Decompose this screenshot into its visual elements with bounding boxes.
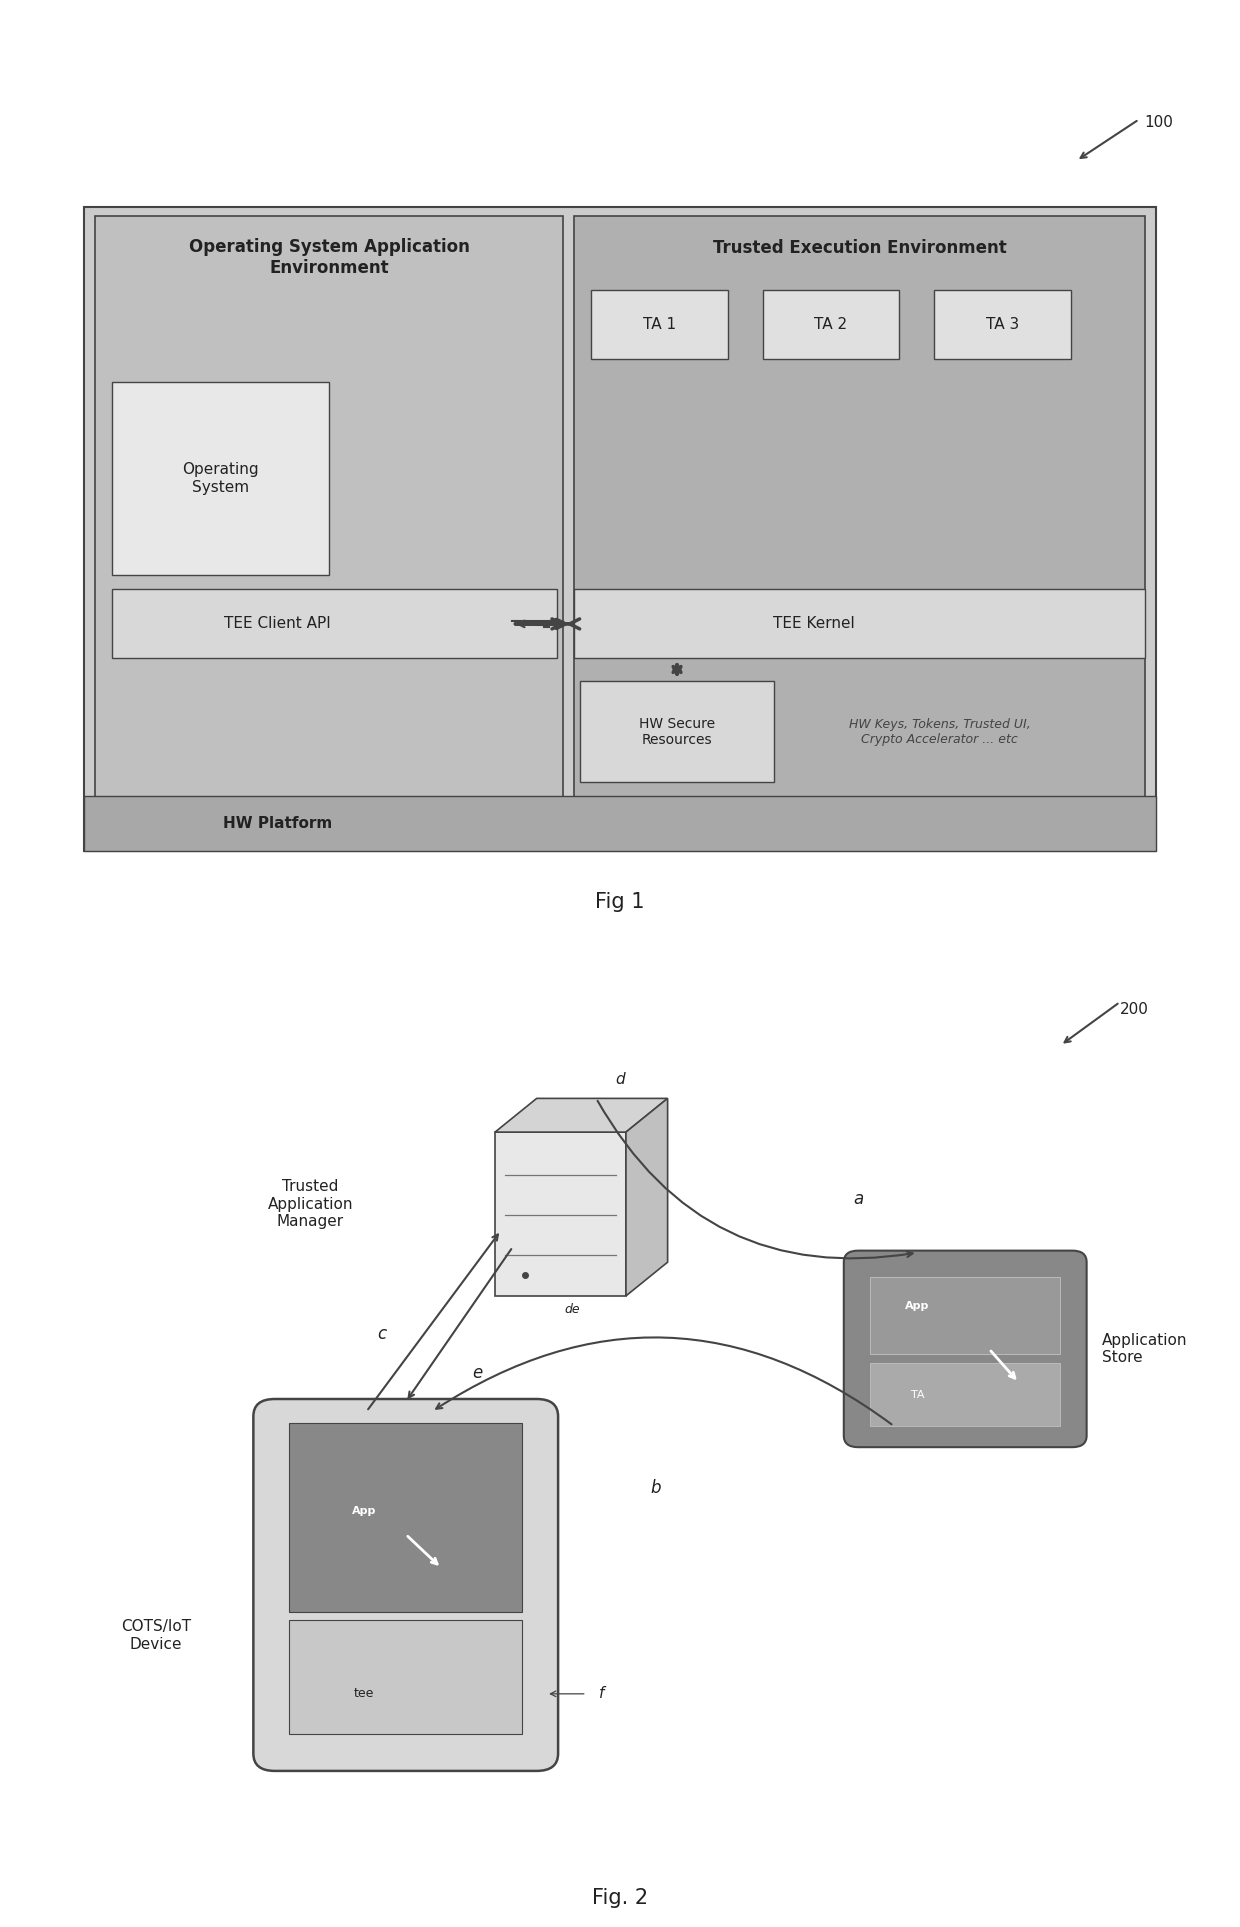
Text: Fig 1: Fig 1 bbox=[595, 892, 645, 911]
FancyBboxPatch shape bbox=[84, 796, 1156, 852]
Text: Trusted
Application
Manager: Trusted Application Manager bbox=[268, 1179, 353, 1229]
Text: TA 2: TA 2 bbox=[815, 316, 848, 331]
Text: c: c bbox=[377, 1326, 387, 1343]
FancyBboxPatch shape bbox=[763, 289, 899, 358]
FancyBboxPatch shape bbox=[113, 590, 557, 657]
Text: HW Keys, Tokens, Trusted UI,
Crypto Accelerator ... etc: HW Keys, Tokens, Trusted UI, Crypto Acce… bbox=[848, 717, 1030, 746]
Text: 200: 200 bbox=[1120, 1002, 1148, 1017]
Text: TA: TA bbox=[911, 1389, 924, 1401]
Text: Operating
System: Operating System bbox=[182, 462, 259, 495]
FancyBboxPatch shape bbox=[289, 1619, 522, 1734]
Text: d: d bbox=[615, 1071, 625, 1087]
FancyBboxPatch shape bbox=[580, 680, 774, 782]
Text: f: f bbox=[599, 1686, 605, 1702]
FancyBboxPatch shape bbox=[113, 382, 329, 574]
Text: e: e bbox=[472, 1364, 482, 1382]
Text: a: a bbox=[853, 1191, 863, 1208]
Text: HW Secure
Resources: HW Secure Resources bbox=[639, 717, 715, 748]
Text: TA 3: TA 3 bbox=[986, 316, 1019, 331]
FancyBboxPatch shape bbox=[84, 206, 1156, 852]
Polygon shape bbox=[626, 1098, 667, 1295]
Text: App: App bbox=[905, 1301, 930, 1310]
Polygon shape bbox=[495, 1098, 667, 1133]
FancyBboxPatch shape bbox=[253, 1399, 558, 1771]
FancyBboxPatch shape bbox=[95, 216, 563, 842]
Text: TA 1: TA 1 bbox=[644, 316, 677, 331]
Text: COTS/IoT
Device: COTS/IoT Device bbox=[120, 1619, 191, 1651]
Text: App: App bbox=[352, 1505, 376, 1517]
FancyBboxPatch shape bbox=[289, 1422, 522, 1611]
Text: tee: tee bbox=[353, 1688, 374, 1700]
Text: Application
Store: Application Store bbox=[1102, 1333, 1188, 1364]
FancyBboxPatch shape bbox=[574, 216, 1145, 842]
FancyBboxPatch shape bbox=[591, 289, 728, 358]
FancyBboxPatch shape bbox=[870, 1364, 1060, 1426]
Text: de: de bbox=[564, 1303, 580, 1316]
Text: TEE Kernel: TEE Kernel bbox=[773, 617, 854, 632]
Polygon shape bbox=[495, 1133, 626, 1295]
FancyBboxPatch shape bbox=[934, 289, 1070, 358]
Text: Operating System Application
Environment: Operating System Application Environment bbox=[188, 239, 470, 277]
Text: Fig. 2: Fig. 2 bbox=[591, 1888, 649, 1908]
FancyBboxPatch shape bbox=[843, 1251, 1086, 1447]
FancyBboxPatch shape bbox=[574, 590, 1145, 657]
Text: 100: 100 bbox=[1145, 116, 1173, 129]
Text: HW Platform: HW Platform bbox=[223, 817, 332, 831]
Text: b: b bbox=[651, 1480, 661, 1497]
Text: TEE Client API: TEE Client API bbox=[224, 617, 331, 632]
Text: Trusted Execution Environment: Trusted Execution Environment bbox=[713, 239, 1007, 258]
FancyBboxPatch shape bbox=[870, 1278, 1060, 1353]
